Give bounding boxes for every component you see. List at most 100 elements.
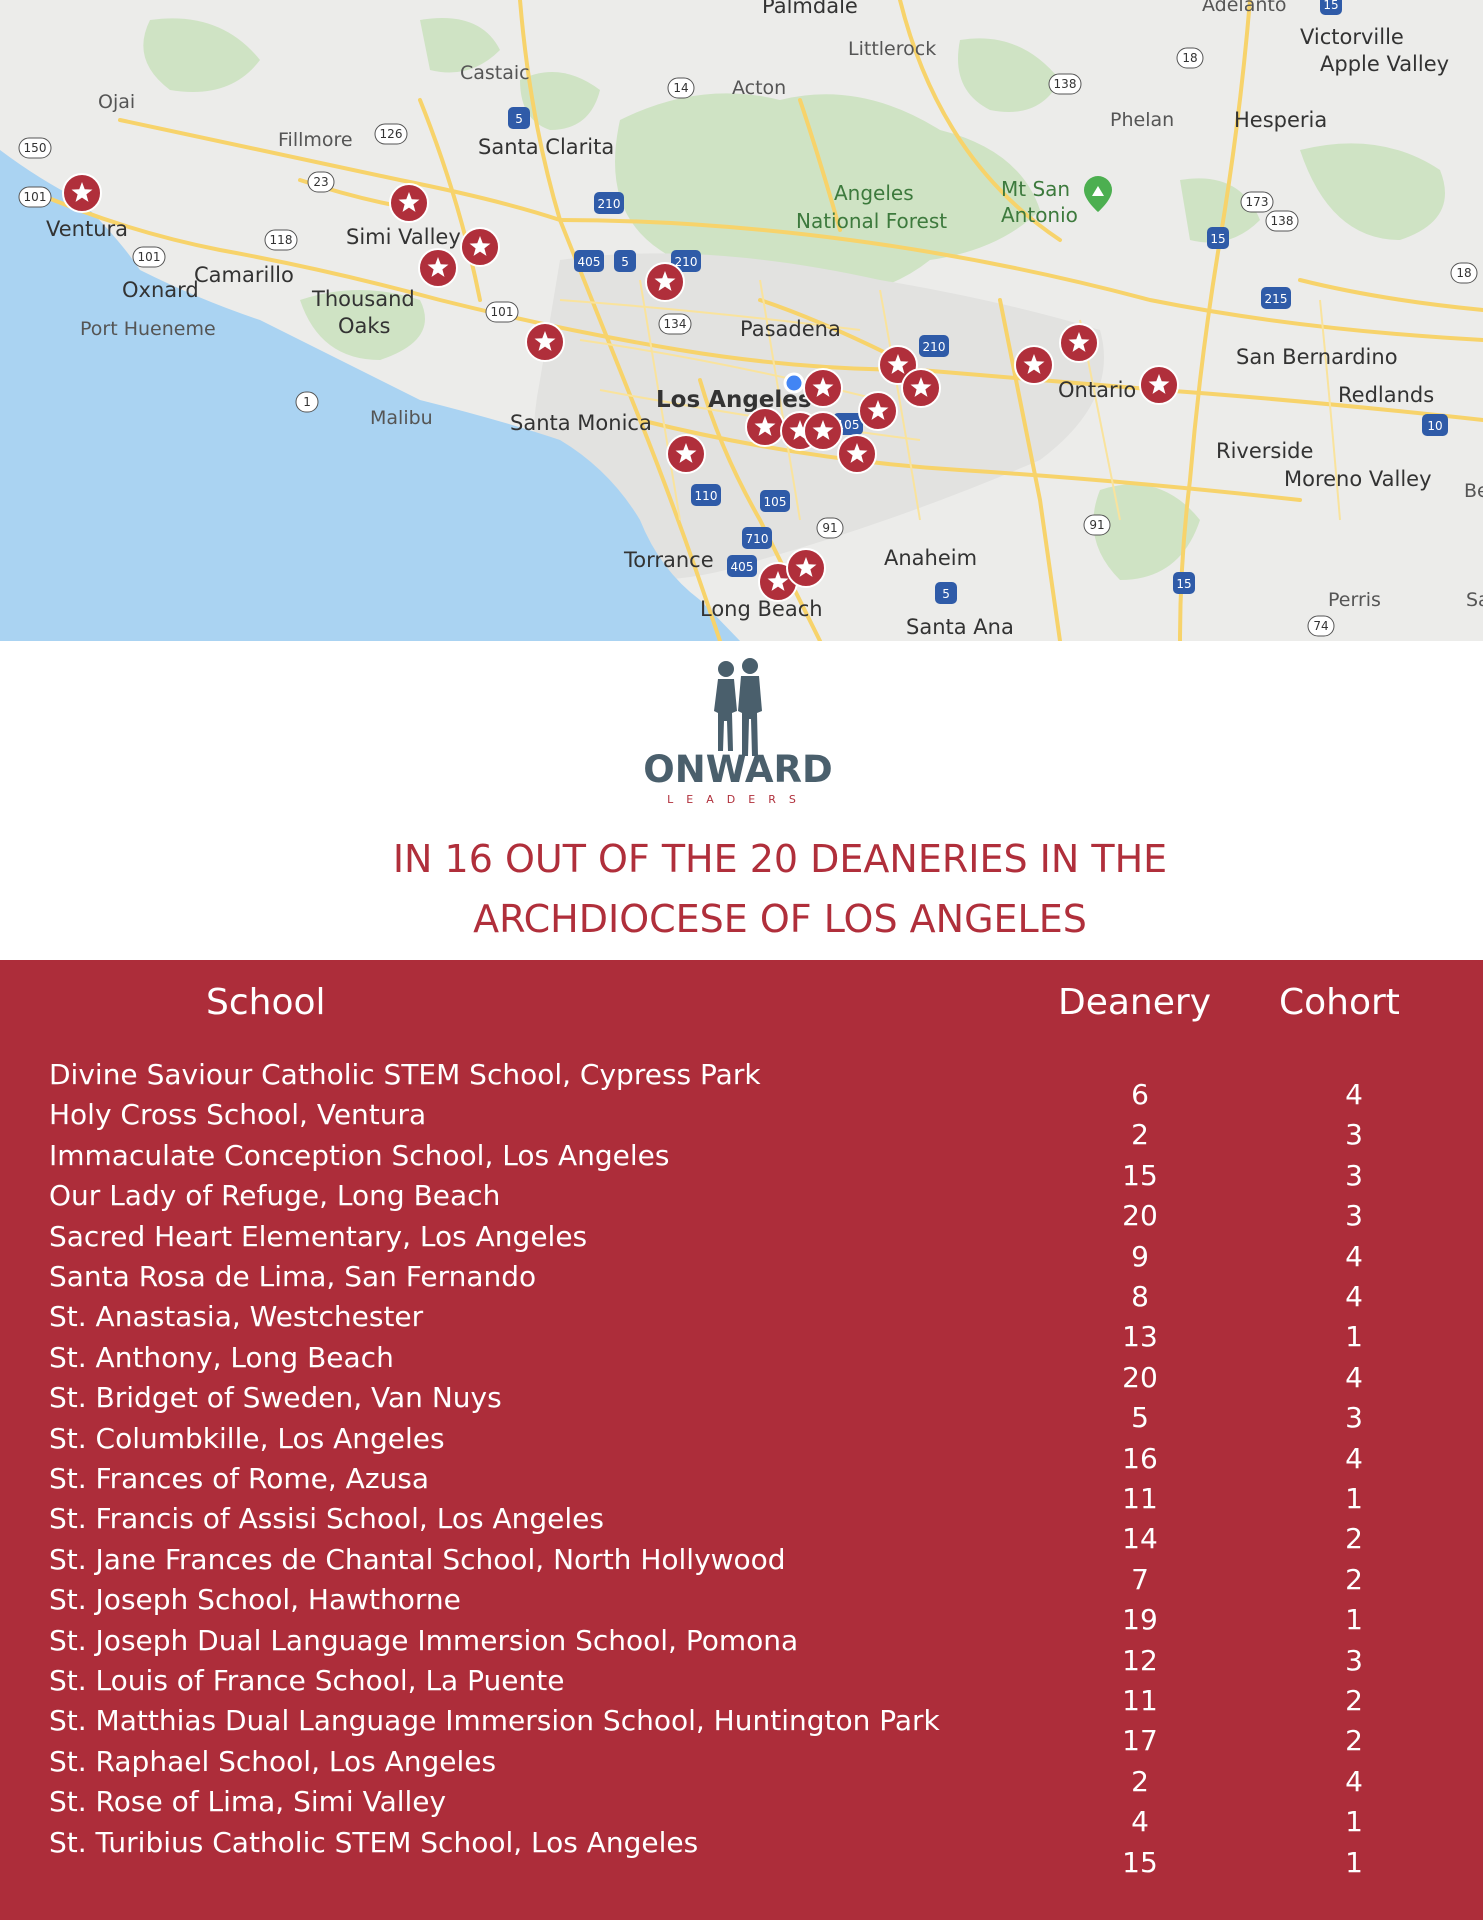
cohort-value: 4 [1345, 1280, 1363, 1313]
svg-text:14: 14 [673, 81, 688, 95]
map-label-camarillo: Camarillo [194, 263, 294, 287]
deanery-value: 8 [1131, 1280, 1149, 1313]
school-name: Santa Rosa de Lima, San Fernando [49, 1260, 537, 1293]
school-name: St. Columbkille, Los Angeles [49, 1421, 445, 1455]
school-star-icon[interactable] [803, 411, 843, 451]
svg-text:74: 74 [1313, 619, 1328, 633]
deanery-value: 15 [1122, 1158, 1158, 1192]
deanery-value: 20 [1122, 1360, 1158, 1394]
school-name: Immaculate Conception School, Los Angele… [49, 1138, 670, 1172]
school-star-icon[interactable] [803, 368, 843, 408]
shield-r134: 134 [658, 313, 692, 335]
school-name: St. Matthias Dual Language Immersion Sch… [49, 1704, 940, 1738]
map-label-angeles-nf-1: Angeles [834, 181, 914, 205]
svg-text:10: 10 [1427, 419, 1442, 433]
shield-r91-a: 91 [816, 517, 844, 539]
cohort-value: 3 [1345, 1401, 1363, 1435]
map-label-torrance: Torrance [623, 548, 714, 572]
svg-text:5: 5 [942, 587, 950, 601]
cohort-value: 2 [1345, 1724, 1363, 1758]
headline-line2: ARCHDIOCESE OF LOS ANGELES [473, 897, 1087, 941]
map-label-perris: Perris [1328, 589, 1381, 611]
school-star-icon[interactable] [1014, 345, 1054, 385]
school-star-icon[interactable] [858, 391, 898, 431]
school-star-icon[interactable] [645, 262, 685, 302]
school-name: St. Turibius Catholic STEM School, Los A… [49, 1825, 699, 1859]
school-name: St. Jane Frances de Chantal School, Nort… [49, 1542, 786, 1576]
school-star-icon[interactable] [1059, 323, 1099, 363]
logo-name: ONWARD [643, 748, 833, 791]
deanery-value: 4 [1131, 1805, 1149, 1839]
map-label-mt-san-antonio-1: Mt San [1001, 177, 1070, 201]
ocean [0, 150, 740, 641]
map-label-ojai: Ojai [98, 91, 135, 113]
deanery-value: 14 [1122, 1522, 1158, 1556]
deanery-value: 5 [1131, 1401, 1149, 1435]
map-label-moreno-valley: Moreno Valley [1284, 467, 1432, 491]
school-name: St. Anthony, Long Beach [49, 1340, 394, 1374]
cohort-value: 2 [1345, 1562, 1363, 1596]
school-star-icon[interactable] [1139, 365, 1179, 405]
map-label-ontario: Ontario [1058, 378, 1136, 402]
svg-text:91: 91 [1089, 518, 1104, 532]
svg-text:138: 138 [1054, 77, 1077, 91]
header-cohort: Cohort [1279, 982, 1400, 1023]
map-label-santa-clarita: Santa Clarita [478, 135, 614, 159]
onward-leaders-logo [714, 658, 762, 756]
school-star-icon[interactable] [666, 434, 706, 474]
school-star-icon[interactable] [745, 407, 785, 447]
school-star-icon[interactable] [837, 434, 877, 474]
school-name: Our Lady of Refuge, Long Beach [49, 1179, 501, 1213]
shield-r18-b: 18 [1450, 262, 1478, 284]
school-name: St. Francis of Assisi School, Los Angele… [49, 1502, 604, 1536]
school-star-icon[interactable] [460, 227, 500, 267]
svg-text:173: 173 [1246, 195, 1269, 209]
school-star-icon[interactable] [418, 248, 458, 288]
shield-i10: 10 [1422, 414, 1448, 436]
school-name: St. Frances of Rome, Azusa [49, 1462, 430, 1495]
map[interactable]: Palmdale Adelanto Victorville Apple Vall… [0, 0, 1483, 641]
map-label-thousand-oaks-2: Oaks [338, 314, 391, 338]
school-star-icon[interactable] [786, 548, 826, 588]
school-star-icon[interactable] [901, 368, 941, 408]
headline-line1: IN 16 OUT OF THE 20 DEANERIES IN THE [392, 837, 1168, 881]
cohort-value: 4 [1345, 1360, 1363, 1394]
svg-text:101: 101 [24, 190, 47, 204]
map-label-apple-valley: Apple Valley [1320, 52, 1449, 76]
cohort-value: 2 [1345, 1684, 1363, 1717]
svg-text:105: 105 [764, 495, 787, 509]
map-label-malibu: Malibu [370, 407, 433, 429]
cohort-value: 3 [1345, 1118, 1363, 1152]
map-label-acton: Acton [732, 77, 786, 99]
deanery-value: 11 [1122, 1482, 1158, 1515]
cohort-value: 4 [1345, 1441, 1363, 1475]
deanery-value: 9 [1131, 1239, 1149, 1273]
svg-text:5: 5 [621, 255, 629, 269]
shield-r138: 138 [1048, 73, 1082, 95]
school-star-icon[interactable] [389, 183, 429, 223]
school-star-icon[interactable] [62, 173, 102, 213]
svg-text:1: 1 [303, 395, 311, 409]
map-label-redlands: Redlands [1338, 383, 1434, 407]
deanery-value: 6 [1131, 1078, 1149, 1111]
school-name: Divine Saviour Catholic STEM School, Cyp… [49, 1058, 761, 1091]
svg-text:18: 18 [1182, 51, 1197, 65]
deanery-value: 19 [1122, 1603, 1158, 1637]
shield-i15-b: 15 [1173, 572, 1195, 594]
svg-text:101: 101 [491, 305, 514, 319]
school-name: St. Bridget of Sweden, Van Nuys [49, 1381, 502, 1415]
svg-text:101: 101 [138, 250, 161, 264]
map-label-palmdale: Palmdale [762, 0, 858, 18]
school-markers [62, 173, 1179, 602]
roads [28, 0, 1483, 641]
svg-text:210: 210 [923, 340, 946, 354]
map-label-santa-monica: Santa Monica [510, 411, 652, 435]
svg-text:134: 134 [664, 317, 687, 331]
map-label-sa: Sa [1466, 589, 1483, 611]
school-star-icon[interactable] [525, 322, 565, 362]
map-label-fillmore: Fillmore [278, 129, 353, 151]
cohort-value: 1 [1345, 1482, 1363, 1515]
shield-i5-north: 5 [508, 107, 530, 129]
shield-r1: 1 [295, 391, 319, 413]
header-deanery: Deanery [1058, 982, 1211, 1023]
